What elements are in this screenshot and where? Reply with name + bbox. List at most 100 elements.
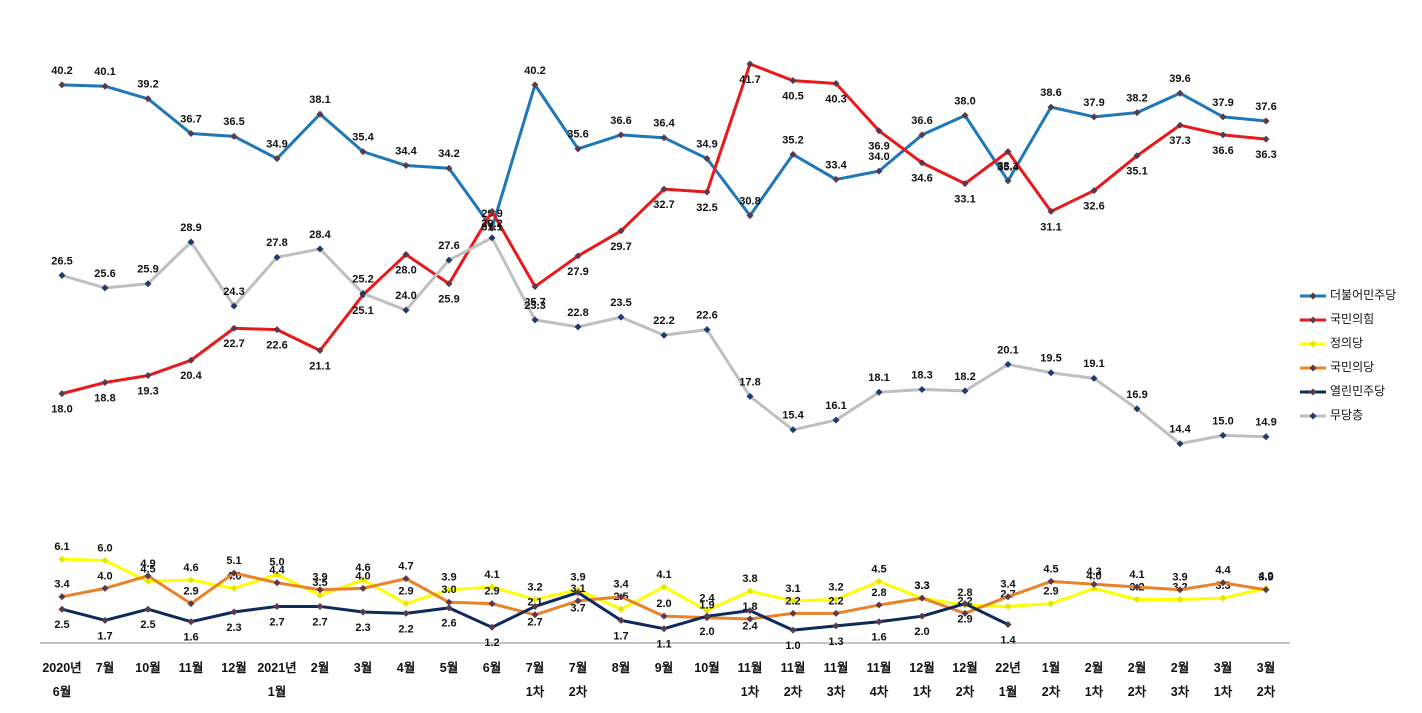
data-label: 4.9 [140,558,155,570]
point-marker [316,110,324,118]
point-marker [961,609,969,617]
data-label: 3.2 [828,581,843,593]
data-label: 4.0 [355,570,370,582]
data-label: 4.4 [1215,565,1231,577]
point-marker [101,584,109,592]
data-label: 3.3 [914,580,929,592]
data-label: 4.5 [871,563,886,575]
point-marker [273,326,281,334]
data-label: 2.0 [699,626,714,638]
data-label: 26.5 [51,255,72,267]
data-label: 18.8 [94,392,115,404]
data-label: 3.4 [1000,579,1016,591]
point-marker [617,227,625,235]
data-label: 41.7 [739,74,760,86]
point-marker [574,597,582,605]
point-marker [445,164,453,172]
data-label: 27.6 [438,240,459,252]
data-label: 40.5 [782,91,803,103]
x-tick-label: 11월 2차 [780,661,806,699]
point-marker [359,584,367,592]
data-label: 25.9 [438,294,459,306]
point-marker [617,605,625,613]
x-tick-label: 10월 [135,661,161,675]
point-marker [789,77,797,85]
point-marker [316,347,324,355]
point-marker [230,324,238,332]
data-label: 40.1 [94,66,115,78]
data-label: 2.3 [355,622,370,634]
point-marker [832,175,840,183]
point-marker [918,159,926,167]
data-label: 22.8 [567,307,588,319]
point-marker [1133,405,1141,413]
data-label: 23.5 [610,297,631,309]
point-marker [1090,584,1098,592]
point-marker [144,372,152,380]
data-label: 2.4 [699,593,715,605]
point-marker [101,82,109,90]
point-marker [144,577,152,585]
point-marker [832,609,840,617]
point-marker [574,589,582,597]
point-marker [961,111,969,119]
point-marker [531,283,539,291]
data-label: 24.3 [223,286,244,298]
data-label: 3.7 [570,602,585,614]
data-label: 24.0 [395,290,416,302]
point-marker [875,167,883,175]
data-label: 1.9 [699,599,714,611]
point-marker [1176,121,1184,129]
x-tick-label: 9월 [654,661,674,675]
point-marker [402,251,410,259]
data-label: 36.9 [868,141,889,153]
data-label: 37.9 [1212,97,1233,109]
point-marker [660,185,668,193]
data-label: 2.7 [527,616,542,628]
data-label: 31.1 [1040,221,1061,233]
x-tick-label: 7월 [95,661,115,675]
data-label: 37.9 [1083,97,1104,109]
data-label: 2.9 [484,586,499,598]
x-tick-label: 11월 4차 [866,661,892,699]
data-label: 18.0 [51,404,72,416]
data-label: 30.8 [739,196,760,208]
data-label: 36.6 [610,115,631,127]
point-marker [832,79,840,87]
data-label: 31.1 [481,221,502,233]
data-label: 1.7 [613,630,628,642]
x-tick-label: 3월 [353,661,373,675]
data-label: 38.1 [309,94,330,106]
point-marker [789,150,797,158]
point-marker [617,593,625,601]
data-label: 1.2 [484,637,499,649]
x-tick-label: 10월 [694,661,720,675]
point-marker [488,623,496,631]
data-label: 4.3 [1086,566,1101,578]
point-marker [402,575,410,583]
data-label: 38.6 [1040,87,1061,99]
data-label: 4.6 [355,562,370,574]
data-label: 14.9 [1255,417,1276,429]
point-marker [832,622,840,630]
data-label: 25.7 [524,296,545,308]
data-label: 33.4 [825,159,847,171]
data-label: 4.5 [140,563,155,575]
point-marker [1004,148,1012,156]
point-marker [789,609,797,617]
data-label: 32.6 [1083,200,1104,212]
point-marker [144,605,152,613]
point-marker [1176,595,1184,603]
data-label: 4.6 [183,562,198,574]
x-tick-label: 11월 3차 [823,661,849,699]
point-marker [1047,369,1055,377]
data-label: 3.9 [312,572,327,584]
point-marker [918,594,926,602]
data-label: 34.4 [395,145,417,157]
point-marker [187,238,195,246]
data-label: 2.9 [398,586,413,598]
point-marker [187,600,195,608]
legend-label: 열린민주당 [1330,384,1385,398]
